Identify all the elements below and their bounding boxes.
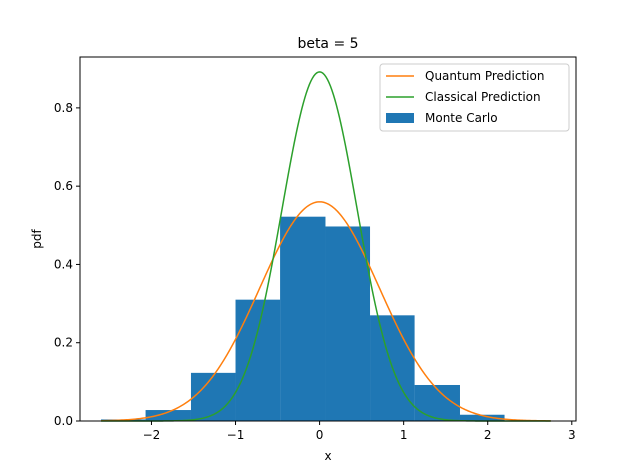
x-axis-ticks: −2 −1 0 1 2 3: [143, 421, 576, 442]
histogram-bar: [235, 299, 281, 421]
y-axis-ticks: 0.0 0.2 0.4 0.6 0.8: [54, 101, 80, 428]
x-tick-label: −1: [227, 428, 245, 442]
histogram-bar: [325, 226, 371, 421]
x-tick-label: 1: [400, 428, 408, 442]
histogram-bars: [101, 216, 505, 421]
x-tick-label: 0: [316, 428, 324, 442]
legend-patch-swatch: [386, 113, 414, 123]
histogram-bar: [459, 414, 505, 421]
histogram-bar: [190, 372, 236, 421]
legend: Quantum Prediction Classical Prediction Mo…: [379, 63, 570, 132]
y-tick-label: 0.0: [54, 414, 73, 428]
plot-frame: [79, 56, 577, 422]
legend-frame: [379, 63, 570, 132]
legend-label: Classical Prediction: [425, 90, 541, 104]
y-tick-label: 0.6: [54, 179, 73, 193]
histogram-bar: [280, 216, 326, 421]
y-tick-label: 0.8: [54, 101, 73, 115]
x-axis-label: x: [324, 449, 331, 463]
x-tick-label: −2: [143, 428, 161, 442]
series-line: [101, 201, 551, 422]
y-tick-label: 0.2: [54, 336, 73, 350]
y-tick-label: 0.4: [54, 257, 73, 271]
x-tick-label: 2: [484, 428, 492, 442]
chart-title: beta = 5: [297, 36, 358, 52]
legend-label: Quantum Prediction: [425, 69, 544, 83]
x-tick-label: 3: [568, 428, 576, 442]
legend-label: Monte Carlo: [425, 111, 498, 125]
histogram-bar: [145, 410, 191, 421]
y-axis-label: pdf: [30, 229, 44, 249]
